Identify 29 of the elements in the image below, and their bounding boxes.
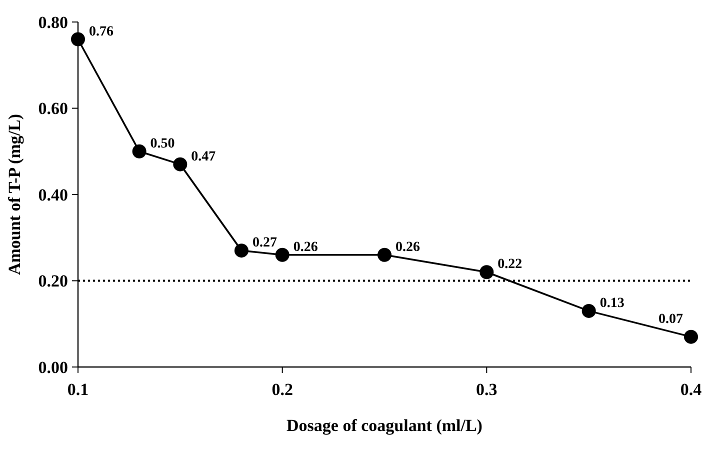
point [275,248,290,262]
y-tick-label: 0.60 [38,99,68,118]
y-tick-label: 0.80 [38,12,68,32]
point [71,32,85,46]
data-label: 0.26 [293,240,318,255]
y-tick-label: 0.20 [38,272,68,291]
x-tick-label: 0.3 [476,380,498,399]
point [378,248,392,262]
x-tick-label: 0.4 [680,380,702,399]
data-label: 0.07 [658,312,683,327]
point [173,157,188,172]
point [684,330,698,344]
y-axis-title: Amount of T-P (mg/L) [5,114,24,276]
point [234,244,248,258]
data-label: 0.47 [191,149,216,164]
x-axis-title: Dosage of coagulant (ml/L) [286,416,482,435]
x-tick-label: 0.1 [67,380,89,399]
data-label: 0.13 [600,296,624,311]
x-tick-label: 0.2 [272,380,293,399]
point [582,304,596,318]
data-label: 0.76 [89,24,114,40]
y-tick-label: 0.40 [38,185,68,204]
data-label: 0.22 [498,257,522,272]
point [480,265,494,280]
data-label: 0.26 [396,240,420,255]
data-label: 0.27 [252,236,277,251]
data-label: 0.50 [150,136,175,152]
y-tick-label: 0.00 [38,358,68,377]
point [132,144,146,158]
